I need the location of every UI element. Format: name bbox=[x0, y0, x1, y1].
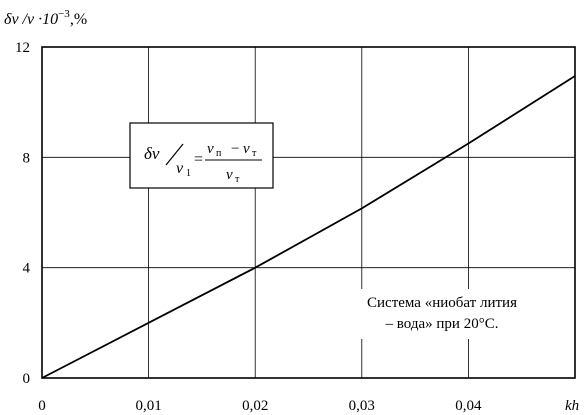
annotation-line-2: – вода» при 20°C. bbox=[385, 316, 499, 332]
x-tick-label: 0,03 bbox=[349, 398, 375, 414]
series-line bbox=[41, 75, 576, 379]
formula-den-left: v bbox=[176, 160, 184, 177]
formula-den-right: v bbox=[226, 167, 233, 183]
y-tick-label: 12 bbox=[15, 40, 30, 56]
formula-num-right-a: v bbox=[207, 141, 214, 157]
y-tick-label: 0 bbox=[23, 371, 31, 387]
y-tick-label: 4 bbox=[23, 261, 31, 277]
x-axis-label: kh bbox=[565, 398, 579, 414]
x-tick-label: 0,04 bbox=[455, 398, 482, 414]
formula-den-right-sub: т bbox=[235, 174, 240, 185]
plot-frame bbox=[41, 46, 576, 379]
y-axis-label: δv /v ·10−3,% bbox=[4, 8, 87, 28]
annotation-box bbox=[322, 289, 562, 339]
y-tick-label: 8 bbox=[23, 150, 31, 166]
y-axis-label-unit: ,% bbox=[70, 11, 87, 28]
formula-box: δv v 1 = v п − v т v т bbox=[129, 122, 274, 189]
formula-num-left: δv bbox=[144, 144, 160, 163]
y-tick-labels: 0 4 8 12 bbox=[15, 40, 31, 387]
formula-num-right-b-sub: т bbox=[252, 148, 257, 159]
formula-equals: = bbox=[194, 151, 203, 168]
x-tick-labels: 0 0,01 0,02 0,03 0,04 bbox=[38, 398, 482, 414]
y-axis-label-exponent: −3 bbox=[58, 8, 70, 20]
y-axis-label-main: δv /v ·10 bbox=[4, 11, 58, 28]
x-tick-label: 0,01 bbox=[135, 398, 161, 414]
x-tick-label: 0,02 bbox=[242, 398, 268, 414]
formula-minus: − bbox=[231, 141, 239, 157]
formula-den-left-sub: 1 bbox=[186, 168, 191, 179]
annotation-line-1: Система «ниобат лития bbox=[367, 295, 517, 311]
formula-num-right-b: v bbox=[243, 141, 250, 157]
formula-slash bbox=[165, 143, 184, 166]
series-group bbox=[41, 75, 576, 379]
formula-num-right-a-sub: п bbox=[216, 148, 222, 159]
x-tick-label: 0 bbox=[38, 398, 46, 414]
